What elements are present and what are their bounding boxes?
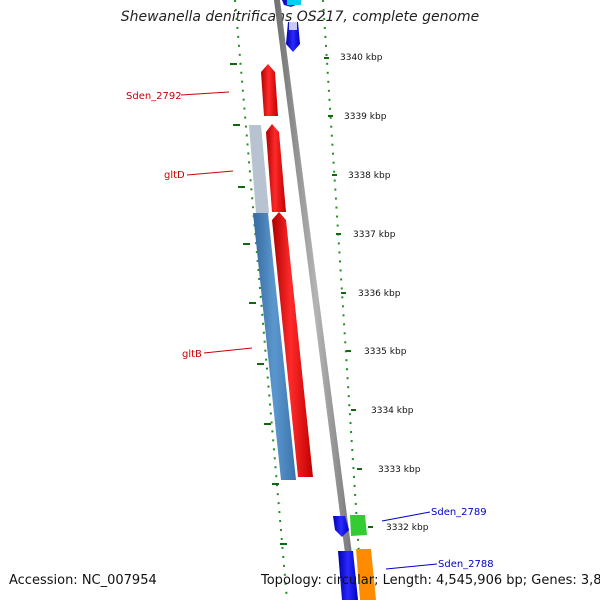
gene-gltD[interactable] (266, 124, 286, 212)
scale-label-3332: 3332 kbp (386, 523, 429, 533)
scale-label-3338: 3338 kbp (348, 171, 391, 181)
outer-dotted-track (322, 0, 363, 600)
gene-label-sden2792: Sden_2792 (126, 91, 182, 102)
operon-band-gltD (249, 125, 269, 213)
inner-tick-dashes (230, 63, 287, 545)
gene-label-sden2788: Sden_2788 (438, 559, 494, 570)
gene-Sden_2788[interactable] (338, 551, 358, 600)
inner-dotted-track (234, 0, 288, 600)
leader-lines (180, 91, 438, 570)
accession-text: Accession: NC_007954 (9, 573, 157, 588)
gene-Sden_2789[interactable] (333, 516, 349, 537)
gene-green[interactable] (350, 515, 367, 536)
scale-label-3340: 3340 kbp (340, 53, 383, 63)
genome-backbone (274, 0, 358, 600)
gene-orange[interactable] (356, 549, 376, 600)
operon-band-gltB (253, 213, 296, 480)
scale-label-3337: 3337 kbp (353, 230, 396, 240)
genome-title: Shewanella denitrificans OS217, complete… (120, 9, 480, 25)
scale-label-3336: 3336 kbp (358, 289, 401, 299)
gene-gltB[interactable] (272, 212, 313, 477)
scale-label-3333: 3333 kbp (378, 465, 421, 475)
gene-label-gltB: gltB (182, 349, 202, 360)
scale-label-3335: 3335 kbp (364, 347, 407, 357)
gene-top-blue-shade (289, 22, 297, 30)
gene-Sden_2792[interactable] (261, 64, 278, 116)
gene-top-cyan[interactable] (287, 0, 301, 5)
scale-label-3334: 3334 kbp (371, 406, 414, 416)
scale-label-3339: 3339 kbp (344, 112, 387, 122)
gene-label-sden2789: Sden_2789 (431, 507, 487, 518)
gene-label-gltD: gltD (164, 170, 185, 181)
genome-summary-text: Topology: circular; Length: 4,545,906 bp… (261, 573, 600, 588)
scale-tick-dashes (324, 57, 373, 528)
